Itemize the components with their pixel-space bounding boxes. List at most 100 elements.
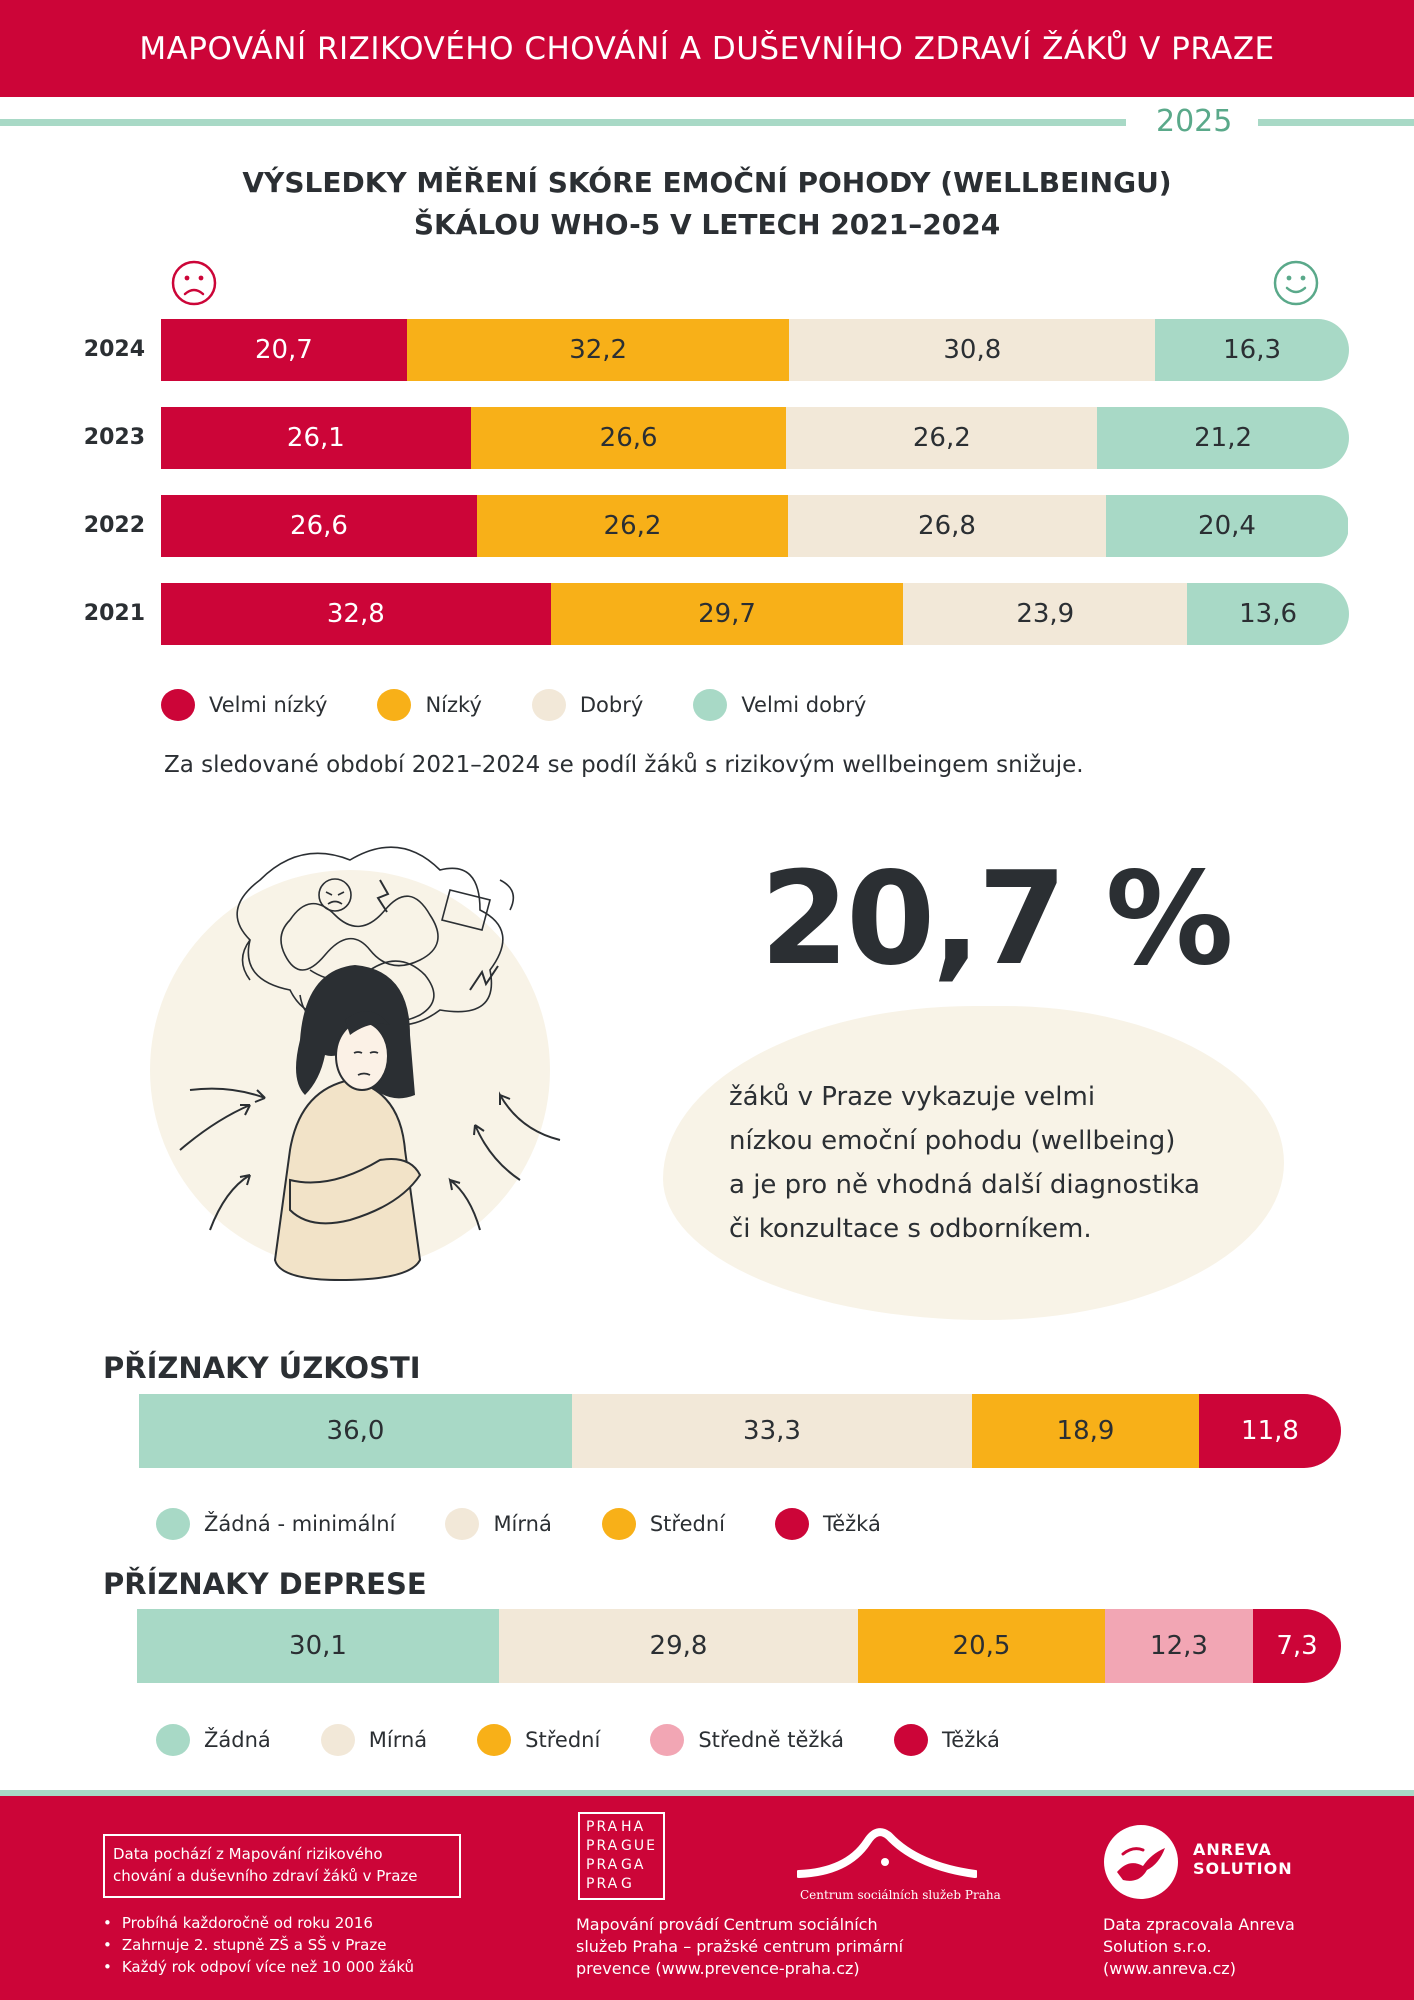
- depression-legend: Žádná Mírná Střední Středně těžká Těžká: [156, 1724, 1000, 1756]
- stacked-bar-row: 20,7 32,2 30,8 16,3: [161, 319, 1349, 381]
- survey-facts-list: Probíhá každoročně od roku 2016 Zahrnuje…: [103, 1912, 414, 1978]
- bar-value-label: 20,7: [254, 335, 313, 365]
- bar-segment: 36,0: [139, 1394, 572, 1468]
- bar-segment: 26,1: [161, 407, 471, 469]
- year-label: 2025: [1156, 104, 1233, 139]
- legend-item: Mírná: [320, 1724, 428, 1756]
- bar-value-label: 16,3: [1223, 335, 1282, 365]
- footer: Data pochází z Mapování rizikového chová…: [0, 1796, 1414, 2000]
- year-divider-left: [0, 119, 1126, 126]
- bar-segment: 21,2: [1097, 407, 1349, 469]
- legend-item: Mírná: [445, 1508, 552, 1540]
- praha-logo-text: PRA: [586, 1857, 620, 1873]
- legend-label: Velmi dobrý: [741, 693, 867, 717]
- sad-face-icon: [171, 260, 217, 306]
- legend-swatch: [320, 1724, 355, 1756]
- highlight-text: žáků v Praze vykazuje velmi nízkou emočn…: [729, 1075, 1249, 1251]
- legend-swatch: [693, 689, 728, 721]
- praha-logo-text: G: [621, 1876, 634, 1892]
- legend-swatch: [774, 1508, 809, 1540]
- legend-label: Velmi nízký: [209, 693, 328, 717]
- bar-segment: 29,7: [550, 583, 904, 645]
- survey-fact: Zahrnuje 2. stupně ZŠ a SŠ v Praze: [103, 1934, 414, 1956]
- organizer-line: prevence (www.prevence-praha.cz): [576, 1959, 860, 1978]
- anreva-logo-icon: [1104, 1825, 1178, 1899]
- praha-logo-text: GA: [621, 1857, 646, 1873]
- praha-logo: PRA HA PRA GUE PRA GA PRA G: [578, 1812, 665, 1900]
- data-source-line: Data pochází z Mapování rizikového: [113, 1845, 383, 1863]
- legend-swatch: [601, 1508, 636, 1540]
- bar-value-label: 26,2: [912, 423, 971, 453]
- year-divider-right: [1258, 119, 1414, 126]
- organizer-line: služeb Praha – pražské centrum primární: [576, 1937, 904, 1956]
- legend-label: Střední: [649, 1512, 725, 1536]
- bar-segment: 26,2: [477, 495, 788, 557]
- bar-value-label: 23,9: [1016, 599, 1075, 629]
- bar-segment: 11,8: [1199, 1394, 1341, 1468]
- highlight-text-line: a je pro ně vhodná další diagnostika: [729, 1170, 1200, 1200]
- praha-logo-text: HA: [621, 1819, 646, 1835]
- anxiety-title: PŘÍZNAKY ÚZKOSTI: [103, 1351, 421, 1385]
- bar-segment: 30,1: [137, 1609, 499, 1683]
- stacked-bar-row: 30,1 29,8 20,5 12,3 7,3: [137, 1609, 1341, 1683]
- legend-swatch: [377, 689, 412, 721]
- anreva-name-line: ANREVA: [1193, 1840, 1272, 1859]
- legend-item: Dobrý: [531, 689, 644, 721]
- bar-value-label: 26,8: [918, 511, 976, 541]
- bar-segment: 32,2: [406, 319, 790, 381]
- bar-segment: 18,9: [972, 1394, 1199, 1468]
- bar-value-label: 32,8: [326, 599, 385, 629]
- legend-swatch: [156, 1508, 190, 1540]
- bar-value-label: 32,2: [569, 335, 628, 365]
- processor-text: Data zpracovala Anreva Solution s.r.o. (…: [1103, 1914, 1333, 1980]
- legend-swatch: [445, 1508, 480, 1540]
- header-title: MAPOVÁNÍ RIZIKOVÉHO CHOVÁNÍ A DUŠEVNÍHO …: [139, 30, 1275, 67]
- wellbeing-legend: Velmi nízký Nízký Dobrý Velmi dobrý: [161, 689, 866, 721]
- bar-segment: 12,3: [1105, 1609, 1253, 1683]
- legend-item: Velmi nízký: [161, 689, 327, 721]
- praha-logo-text: GUE: [621, 1838, 657, 1854]
- legend-label: Těžká: [822, 1512, 881, 1536]
- legend-label: Žádná: [204, 1728, 271, 1752]
- chart-title-line-1: VÝSLEDKY MĚŘENÍ SKÓRE EMOČNÍ POHODY (WEL…: [242, 166, 1172, 199]
- footer-divider: [0, 1790, 1414, 1796]
- css-praha-logo-icon: [797, 1828, 977, 1878]
- bar-value-label: 26,2: [603, 511, 662, 541]
- depression-title: PŘÍZNAKY DEPRESE: [103, 1567, 427, 1601]
- organizer-line: Mapování provádí Centrum sociálních: [576, 1915, 878, 1934]
- anxious-person-illustration: [150, 846, 561, 1282]
- organizer-text: Mapování provádí Centrum sociálních služ…: [576, 1914, 936, 1980]
- legend-label: Mírná: [368, 1728, 428, 1752]
- trend-note: Za sledované období 2021–2024 se podíl ž…: [164, 752, 1084, 778]
- survey-fact: Každý rok odpoví více než 10 000 žáků: [103, 1956, 414, 1978]
- highlight-text-line: nízkou emoční pohodu (wellbeing): [729, 1126, 1176, 1156]
- chart-title-line-2: ŠKÁLOU WHO-5 V LETECH 2021–2024: [413, 208, 1001, 241]
- legend-item: Těžká: [894, 1724, 1000, 1756]
- bar-segment: 26,8: [788, 495, 1106, 557]
- legend-label: Žádná - minimální: [204, 1512, 396, 1536]
- bar-segment: 7,3: [1253, 1609, 1341, 1683]
- legend-swatch: [650, 1724, 685, 1756]
- legend-item: Těžká: [774, 1508, 881, 1540]
- stacked-bar-row: 26,6 26,2 26,8 20,4: [161, 495, 1349, 557]
- bar-value-label: 36,0: [326, 1416, 385, 1446]
- highlight-text-line: žáků v Praze vykazuje velmi: [729, 1082, 1096, 1112]
- praha-logo-text: PRA: [586, 1838, 620, 1854]
- legend-label: Dobrý: [579, 693, 644, 717]
- bar-segment: 16,3: [1155, 319, 1349, 381]
- bar-value-label: 33,3: [743, 1416, 801, 1446]
- bar-value-label: 26,1: [286, 423, 345, 453]
- legend-item: Žádná: [156, 1724, 271, 1756]
- data-source-line: chování a duševního zdraví žáků v Praze: [113, 1867, 418, 1885]
- bar-value-label: 20,5: [952, 1631, 1011, 1661]
- legend-swatch: [477, 1724, 512, 1756]
- legend-swatch: [161, 689, 195, 721]
- bar-segment: 20,7: [161, 319, 407, 381]
- stacked-bar-row: 32,8 29,7 23,9 13,6: [161, 583, 1349, 645]
- legend-item: Střední: [601, 1508, 725, 1540]
- legend-item: Středně těžká: [650, 1724, 844, 1756]
- bar-value-label: 26,6: [290, 511, 348, 541]
- legend-swatch: [894, 1724, 929, 1756]
- bar-value-label: 7,3: [1276, 1631, 1318, 1661]
- bar-segment: 13,6: [1187, 583, 1349, 645]
